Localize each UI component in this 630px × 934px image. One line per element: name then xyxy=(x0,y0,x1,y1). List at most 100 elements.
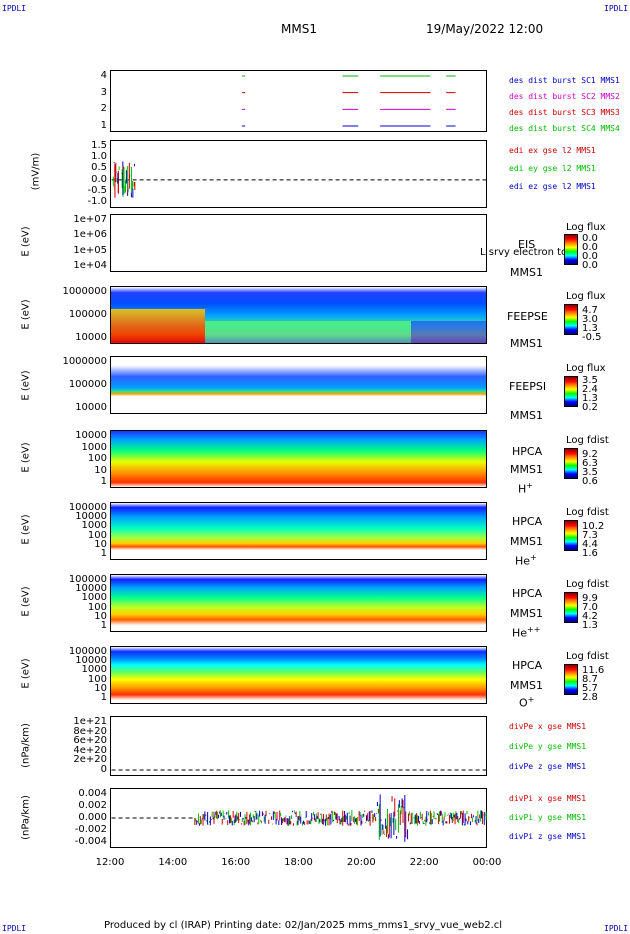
burst-legend-entry-2: des dist burst SC3 MMS3 xyxy=(509,108,620,117)
feepsi-cb-value-0: 3.5 xyxy=(582,375,598,386)
hpca_h-tick-0: 10000 xyxy=(75,430,107,441)
edi-legend-entry-2: edi ez gse l2 MMS1 xyxy=(509,182,596,191)
divpe-tick-3: 4e+20 xyxy=(73,744,107,756)
hpca-he-mms: MMS1 xyxy=(510,535,543,548)
burst-tick-3: 1 xyxy=(100,120,107,131)
hpca_he-tick-2: 1000 xyxy=(81,520,107,532)
hpca-hepp-species-name: He xyxy=(512,626,528,640)
hpca-h-panel xyxy=(110,430,487,488)
footer-text: Produced by cl (IRAP) Printing date: 02/… xyxy=(104,920,503,931)
hpca-he-charge: + xyxy=(530,553,537,562)
x-tick-5: 22:00 xyxy=(409,857,439,868)
hpca_hepp-tick-4: 10 xyxy=(94,610,107,622)
eis-tick-3: 1e+04 xyxy=(73,260,107,271)
feepsi-panel xyxy=(110,356,487,414)
burst-tick-1: 3 xyxy=(100,86,107,98)
hpca_he-tick-1: 10000 xyxy=(75,511,107,523)
feepsi-colorbar-title: Log flux xyxy=(566,363,606,374)
hpca_hepp-tick-1: 10000 xyxy=(75,583,107,595)
feepsi-inst: FEEPSI xyxy=(509,380,547,393)
hpca_o-tick-2: 1000 xyxy=(81,664,107,676)
divpi-legend-entry-0: divPi x gse MMS1 xyxy=(509,794,587,803)
hpca-h-species-name: H xyxy=(518,482,527,496)
hpca_o-cb-value-3: 2.8 xyxy=(582,692,598,703)
feepsi-cb-value-1: 2.4 xyxy=(582,384,598,395)
hpca-he-inst: HPCA xyxy=(512,515,543,528)
hpca-hepp-mms: MMS1 xyxy=(510,607,543,620)
eis-colorbar-title: Log flux xyxy=(566,222,606,233)
feepse-cb-value-3: -0.5 xyxy=(582,332,602,343)
hpca_h-tick-1: 1000 xyxy=(81,441,107,453)
hpca-h-colorbar-title: Log fdist xyxy=(566,435,609,446)
edi-tick-3: 0.0 xyxy=(91,173,107,185)
feepsi-colorbar xyxy=(564,376,578,407)
hpca_hepp-tick-0: 100000 xyxy=(68,574,107,585)
divpi-tick-3: -0.002 xyxy=(74,824,107,835)
hpca_he-cb-value-1: 7.3 xyxy=(582,530,598,541)
hpca_h-cb-value-2: 3.5 xyxy=(582,467,598,478)
divpe-tick-4: 2e+20 xyxy=(73,754,107,766)
eis-colorbar xyxy=(564,234,578,265)
burst-legend-entry-0: des dist burst SC1 MMS1 xyxy=(509,76,620,85)
x-tick-1: 14:00 xyxy=(158,857,188,868)
edi-tick-2: 0.5 xyxy=(91,162,107,174)
feepsi-tick-0: 1000000 xyxy=(62,356,107,367)
hpca_o-tick-4: 10 xyxy=(94,682,107,694)
divpi-tick-4: -0.004 xyxy=(74,836,107,847)
hpca_hepp-cb-value-2: 4.2 xyxy=(582,611,598,622)
hpca-he-species: He+ xyxy=(515,553,537,568)
feepse-tick-1: 100000 xyxy=(68,309,107,320)
divpi-legend-entry-2: divPi z gse MMS1 xyxy=(509,832,587,841)
corner-label-tr: IPDLI xyxy=(604,4,629,13)
divpe-legend-entry-1: divPe y gse MMS1 xyxy=(509,742,587,751)
hpca-h-mms: MMS1 xyxy=(510,463,543,476)
hpca_hepp-cb-value-0: 9.9 xyxy=(582,593,598,604)
hpca_he-tick-5: 1 xyxy=(100,548,107,559)
hpca-he-panel xyxy=(110,502,487,560)
eis-cb-value-2: 0.0 xyxy=(582,251,598,262)
corner-label-tl: IPDLI xyxy=(2,4,27,13)
feepsi-tick-2: 10000 xyxy=(75,402,107,413)
divpi-tick-2: 0.000 xyxy=(78,812,107,823)
edi-tick-4: -0.5 xyxy=(87,184,107,196)
edi-tick-0: 1.5 xyxy=(91,140,107,151)
eis-panel xyxy=(110,214,487,272)
feepse-tick-0: 1000000 xyxy=(62,286,107,297)
hpca_o-cb-value-2: 5.7 xyxy=(582,683,598,694)
eis-inst: EIS xyxy=(518,238,536,251)
feepse-cb-value-2: 1.3 xyxy=(582,323,598,334)
hpca-he-species-name: He xyxy=(515,554,531,568)
hpca_hepp-tick-3: 100 xyxy=(87,601,107,613)
hpca_o-tick-1: 10000 xyxy=(75,655,107,667)
hpca-h-charge: + xyxy=(526,481,533,490)
hpca-o-inst: HPCA xyxy=(512,659,543,672)
x-tick-0: 12:00 xyxy=(95,857,125,868)
divpe-tick-2: 6e+20 xyxy=(73,735,107,747)
hpca_hepp-tick-5: 1 xyxy=(100,620,107,631)
feepsi-cb-value-2: 1.3 xyxy=(582,393,598,404)
divpe-legend-entry-0: divPe x gse MMS1 xyxy=(509,722,587,731)
divpe-tick-0: 1e+21 xyxy=(73,716,107,727)
eis-cb-value-0: 0.0 xyxy=(582,233,598,244)
hpca-o-species: O+ xyxy=(519,695,534,710)
feepse-panel xyxy=(110,286,487,344)
hpca-hepp-charge: ++ xyxy=(527,625,541,634)
burst-legend-entry-3: des dist burst SC4 MMS4 xyxy=(509,124,620,133)
x-tick-6: 00:00 xyxy=(472,857,502,868)
edi-legend-entry-1: edi ey gse l2 MMS1 xyxy=(509,164,596,173)
hpca_h-tick-2: 100 xyxy=(87,453,107,464)
feepse-mms: MMS1 xyxy=(510,337,543,350)
hpca_he-tick-0: 100000 xyxy=(68,502,107,513)
edi-panel xyxy=(110,140,487,208)
edi-tick-5: -1.0 xyxy=(87,196,107,207)
hpca_o-cb-value-0: 11.6 xyxy=(582,665,605,676)
hpca_he-cb-value-2: 4.4 xyxy=(582,539,598,550)
hpca-h-inst: HPCA xyxy=(512,445,543,458)
hpca-o-mms: MMS1 xyxy=(510,679,543,692)
hpca_o-tick-5: 1 xyxy=(100,692,107,703)
divpe-panel xyxy=(110,716,487,776)
eis-cb-value-3: 0.0 xyxy=(582,260,598,271)
hpca-he-colorbar xyxy=(564,520,578,551)
corner-label-br: IPDLI xyxy=(604,924,629,933)
hpca_hepp-tick-2: 1000 xyxy=(81,592,107,604)
